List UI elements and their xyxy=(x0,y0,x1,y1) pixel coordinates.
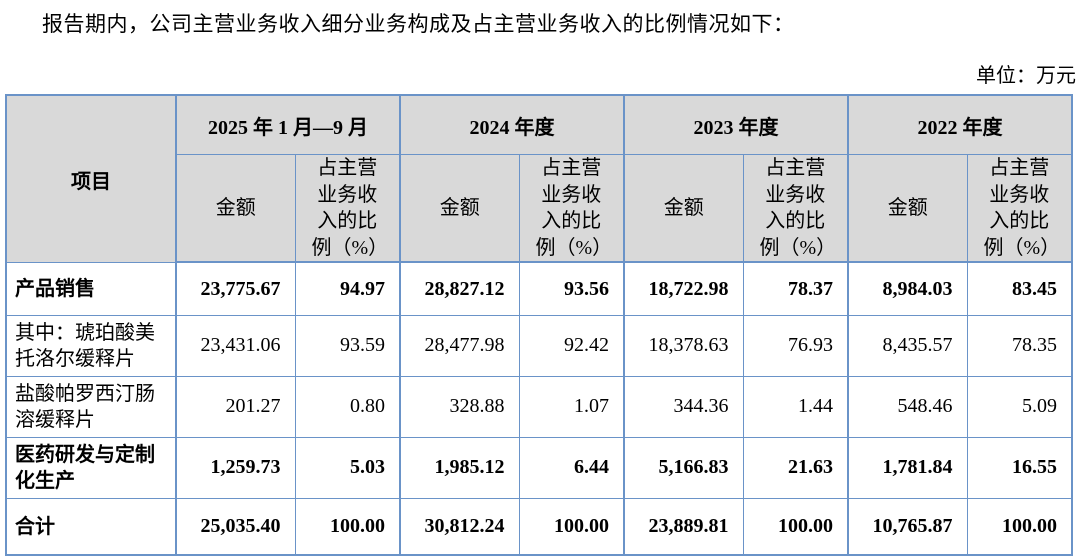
table-row-metoprolol: 其中：琥珀酸美托洛尔缓释片 23,431.06 93.59 28,477.98 … xyxy=(5,314,1073,377)
table-cell: 1,985.12 xyxy=(399,436,520,499)
table-cell: 5.03 xyxy=(294,436,401,499)
row-label: 盐酸帕罗西汀肠溶缓释片 xyxy=(5,375,177,438)
table-cell: 1.44 xyxy=(742,375,849,438)
table-cell: 201.27 xyxy=(175,375,296,438)
table-cell: 1,781.84 xyxy=(847,436,968,499)
amount-header-2022: 金额 xyxy=(847,153,968,264)
table-cell: 5,166.83 xyxy=(623,436,744,499)
row-label: 医药研发与定制化生产 xyxy=(5,436,177,499)
table-cell: 100.00 xyxy=(966,497,1073,556)
unit-label: 单位：万元 xyxy=(976,65,1076,88)
table-row-product-sales: 产品销售 23,775.67 94.97 28,827.12 93.56 18,… xyxy=(5,261,1073,316)
table-cell: 21.63 xyxy=(742,436,849,499)
table-cell: 1,259.73 xyxy=(175,436,296,499)
table-cell: 25,035.40 xyxy=(175,497,296,556)
table-cell: 93.59 xyxy=(294,314,401,377)
table-row-total: 合计 25,035.40 100.00 30,812.24 100.00 23,… xyxy=(5,497,1073,556)
table-cell: 100.00 xyxy=(518,497,625,556)
table-cell: 83.45 xyxy=(966,261,1073,316)
table-cell: 18,378.63 xyxy=(623,314,744,377)
period-header-row: 项目 2025 年 1 月—9 月 2024 年度 2023 年度 2022 年… xyxy=(5,94,1073,263)
amount-header-2023: 金额 xyxy=(623,153,744,264)
table-cell: 16.55 xyxy=(966,436,1073,499)
intro-paragraph: 报告期内，公司主营业务收入细分业务构成及占主营业务收入的比例情况如下： xyxy=(42,12,795,36)
table-cell: 78.35 xyxy=(966,314,1073,377)
table-cell: 344.36 xyxy=(623,375,744,438)
table-cell: 10,765.87 xyxy=(847,497,968,556)
revenue-composition-table: 项目 2025 年 1 月—9 月 2024 年度 2023 年度 2022 年… xyxy=(5,94,1073,557)
table-row-paroxetine: 盐酸帕罗西汀肠溶缓释片 201.27 0.80 328.88 1.07 344.… xyxy=(5,375,1073,438)
table-cell: 5.09 xyxy=(966,375,1073,438)
ratio-header-2023: 占主营业务收入的比例（%） xyxy=(742,153,849,264)
table-cell: 328.88 xyxy=(399,375,520,438)
amount-header-2024: 金额 xyxy=(399,153,520,264)
row-label: 其中：琥珀酸美托洛尔缓释片 xyxy=(5,314,177,377)
table-cell: 8,984.03 xyxy=(847,261,968,316)
amount-header-2025: 金额 xyxy=(175,153,296,264)
period-header-2022: 2022 年度 xyxy=(847,94,1073,155)
table-cell: 93.56 xyxy=(518,261,625,316)
table-cell: 8,435.57 xyxy=(847,314,968,377)
table-cell: 6.44 xyxy=(518,436,625,499)
table-cell: 23,889.81 xyxy=(623,497,744,556)
table-cell: 30,812.24 xyxy=(399,497,520,556)
table-cell: 100.00 xyxy=(294,497,401,556)
table-cell: 23,775.67 xyxy=(175,261,296,316)
table-row-rd-cmo: 医药研发与定制化生产 1,259.73 5.03 1,985.12 6.44 5… xyxy=(5,436,1073,499)
item-column-header: 项目 xyxy=(5,94,177,263)
ratio-header-2022: 占主营业务收入的比例（%） xyxy=(966,153,1073,264)
subheader-row: 金额 占主营业务收入的比例（%） 金额 占主营业务收入的比例（%） 金额 占主营… xyxy=(6,153,1073,264)
table-cell: 92.42 xyxy=(518,314,625,377)
period-header-2024: 2024 年度 xyxy=(399,94,625,155)
table-cell: 28,827.12 xyxy=(399,261,520,316)
ratio-header-2025: 占主营业务收入的比例（%） xyxy=(294,153,401,264)
row-label: 产品销售 xyxy=(5,261,177,316)
row-label: 合计 xyxy=(5,497,177,556)
table-cell: 100.00 xyxy=(742,497,849,556)
table-cell: 78.37 xyxy=(742,261,849,316)
table-cell: 28,477.98 xyxy=(399,314,520,377)
table-cell: 94.97 xyxy=(294,261,401,316)
table-cell: 23,431.06 xyxy=(175,314,296,377)
table-cell: 18,722.98 xyxy=(623,261,744,316)
table-cell: 76.93 xyxy=(742,314,849,377)
ratio-header-2024: 占主营业务收入的比例（%） xyxy=(518,153,625,264)
table-cell: 0.80 xyxy=(294,375,401,438)
table-cell: 1.07 xyxy=(518,375,625,438)
period-header-2023: 2023 年度 xyxy=(623,94,849,155)
period-header-2025: 2025 年 1 月—9 月 xyxy=(175,94,401,155)
table-cell: 548.46 xyxy=(847,375,968,438)
